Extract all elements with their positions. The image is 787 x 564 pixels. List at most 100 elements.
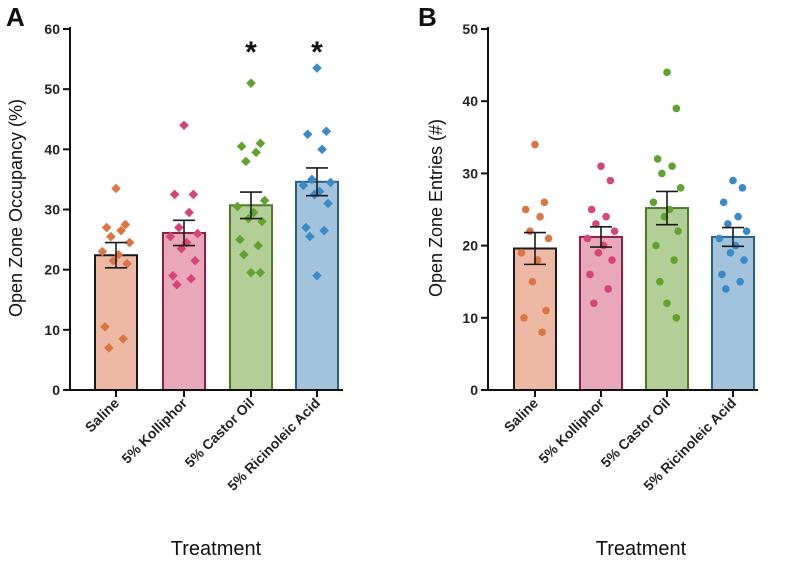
panel-b-y-tick-label: 30 — [462, 165, 478, 181]
panel-a-point — [302, 129, 313, 140]
panel-a-point — [239, 249, 249, 260]
panel-b-point — [736, 277, 744, 286]
panel-a-point — [259, 195, 270, 206]
panel-b-point — [583, 234, 592, 243]
panel-b-letter: B — [418, 2, 437, 32]
panel-b-point — [531, 140, 539, 149]
panel-a-point — [314, 186, 325, 197]
panel-b-point — [540, 198, 549, 207]
panel-a-point — [312, 63, 322, 73]
panel-b-point — [718, 270, 726, 279]
panel-b-point — [606, 176, 615, 185]
panel-b-point — [597, 162, 605, 170]
panel-a-point — [321, 126, 332, 137]
panel-b-point — [715, 234, 724, 243]
panel-b-bar-0 — [513, 247, 557, 391]
panel-a-point — [97, 246, 108, 257]
panel-b-point — [610, 227, 619, 235]
panel-a-y-tick-label: 0 — [52, 382, 60, 398]
panel-a-point — [169, 189, 180, 200]
panel-a: A Open Zone Occupancy (%) Treatment * * 0 1… — [6, 2, 343, 560]
panel-a-category-label-0: Saline — [82, 395, 123, 436]
panel-b-point — [590, 299, 598, 308]
panel-b-point — [672, 104, 681, 113]
panel-a-bar-0 — [94, 254, 138, 391]
panel-a-point — [188, 189, 199, 200]
panel-a-y-tick-label: 20 — [44, 262, 60, 278]
panel-b-point — [656, 277, 664, 286]
panel-b-category-label-0: Saline — [501, 395, 542, 436]
panel-a-point — [124, 237, 135, 248]
panel-a-point — [100, 322, 110, 332]
panel-a-point — [192, 228, 203, 239]
panel-b-point — [724, 220, 732, 228]
panel-b-point — [649, 198, 658, 207]
panel-b-point — [658, 169, 666, 178]
panel-a-point — [241, 156, 251, 167]
panel-a-y-tick-label: 30 — [44, 202, 60, 218]
panel-b-point — [726, 249, 735, 257]
panel-a-point — [186, 273, 196, 284]
panel-b-point — [542, 306, 550, 315]
panel-b-point — [740, 256, 748, 264]
panel-b-point — [653, 155, 662, 163]
panel-a-point — [174, 222, 184, 233]
panel-a-point — [101, 222, 112, 233]
panel-a-point — [325, 177, 336, 188]
panel-a-point — [236, 141, 247, 152]
panel-b-point — [521, 205, 530, 214]
panel-b-point — [672, 314, 681, 322]
panel-b-point — [729, 176, 737, 185]
panel-b-point — [604, 285, 612, 293]
panel-a-point — [255, 267, 266, 278]
panel-a-significance-2: * — [245, 36, 257, 69]
panel-a-point — [116, 225, 126, 236]
panel-a-point — [255, 138, 266, 149]
panel-a-point — [312, 270, 322, 281]
panel-b-point — [734, 212, 742, 221]
panel-a-bar-3 — [295, 180, 339, 391]
panel-b-point — [544, 234, 553, 243]
panel-b-point — [592, 220, 600, 228]
panel-a-point — [232, 201, 243, 212]
panel-b-point — [526, 227, 534, 235]
panel-a-point — [257, 216, 267, 227]
panel-b-point — [652, 241, 660, 250]
panel-b-y-axis-label: Open Zone Entries (#) — [426, 119, 446, 297]
panel-a-y-tick-label: 40 — [44, 141, 60, 157]
panel-b-point — [602, 212, 610, 221]
panel-b-y-tick-label: 40 — [462, 93, 478, 109]
panel-b-y-tick-label: 50 — [462, 21, 478, 37]
panel-a-x-axis-label: Treatment — [171, 538, 262, 560]
panel-a-point — [168, 270, 178, 281]
panel-a-point — [190, 255, 200, 266]
panel-b-point — [670, 256, 678, 264]
panel-a-category-label-1: 5% Kolliphor — [118, 394, 190, 466]
panel-a-point — [172, 279, 182, 290]
panel-a-point — [165, 231, 176, 242]
panel-a-point — [323, 198, 333, 209]
panel-b-point — [663, 68, 671, 77]
panel-a-y-axis-label: Open Zone Occupancy (%) — [6, 99, 26, 317]
panel-a-point — [120, 219, 131, 230]
panel-a-point — [106, 231, 116, 242]
panel-a-category-label-2: 5% Castor Oil — [181, 395, 257, 471]
panel-a-significance-3: * — [311, 36, 323, 69]
panel-a-y-tick-label: 10 — [44, 322, 60, 338]
panel-a-point — [301, 222, 311, 233]
panel-a-point — [235, 234, 245, 245]
panel-b-point — [676, 184, 685, 192]
panel-b-point — [722, 285, 730, 293]
panel-b-bar-2 — [645, 207, 689, 391]
panel-b-category-label-1: 5% Kolliphor — [535, 394, 607, 466]
panel-b-point — [608, 256, 616, 264]
panel-b-point — [663, 299, 671, 308]
panel-a-point — [253, 240, 263, 251]
panel-b-y-tick-label: 0 — [470, 382, 478, 398]
panel-a-point — [104, 343, 114, 353]
panel-b-point — [538, 328, 546, 337]
panel-a-point — [298, 180, 309, 191]
panel-b-point — [738, 184, 747, 192]
